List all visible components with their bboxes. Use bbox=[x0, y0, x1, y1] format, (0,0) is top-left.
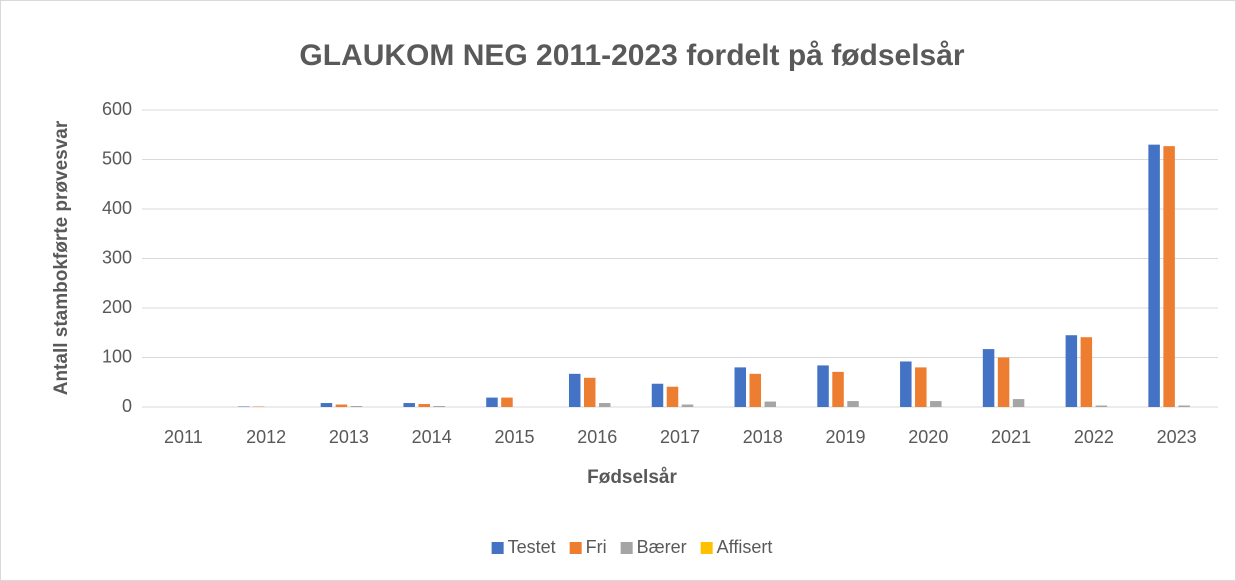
x-tick-label: 2017 bbox=[660, 427, 700, 447]
x-tick-label: 2020 bbox=[908, 427, 948, 447]
bar bbox=[418, 404, 430, 407]
legend-swatch bbox=[700, 542, 713, 554]
bar bbox=[1012, 399, 1025, 407]
bar bbox=[1065, 335, 1078, 407]
bar bbox=[1178, 405, 1190, 407]
bar bbox=[915, 367, 927, 407]
x-tick-label: 2019 bbox=[826, 427, 866, 447]
bar bbox=[1080, 337, 1093, 407]
bar bbox=[1095, 405, 1108, 407]
y-tick-label: 100 bbox=[102, 346, 132, 366]
x-tick-label: 2012 bbox=[246, 427, 286, 447]
y-axis-label: Antall stambokførte prøvesvar bbox=[51, 120, 72, 395]
x-tick-label: 2021 bbox=[991, 427, 1031, 447]
bar bbox=[1163, 146, 1175, 407]
y-tick-label: 500 bbox=[102, 148, 132, 168]
bar bbox=[486, 397, 498, 407]
bar bbox=[734, 367, 747, 407]
x-tick-label: 2013 bbox=[329, 427, 369, 447]
bar bbox=[568, 373, 581, 407]
bar bbox=[335, 404, 348, 407]
x-tick-label: 2023 bbox=[1157, 427, 1197, 447]
bar bbox=[681, 404, 694, 407]
bar bbox=[982, 349, 995, 407]
bar bbox=[583, 377, 596, 407]
x-axis-label: Fødselsår bbox=[587, 467, 677, 488]
legend-swatch bbox=[491, 542, 504, 554]
bar bbox=[1148, 144, 1160, 407]
bar bbox=[433, 406, 445, 407]
bar bbox=[847, 401, 859, 407]
x-tick-label: 2018 bbox=[743, 427, 783, 447]
y-tick-label: 600 bbox=[102, 99, 132, 119]
y-tick-label: 400 bbox=[102, 198, 132, 218]
bar bbox=[749, 373, 762, 407]
x-tick-label: 2016 bbox=[577, 427, 617, 447]
bar bbox=[501, 397, 513, 407]
y-tick-label: 200 bbox=[102, 297, 132, 317]
bar bbox=[598, 403, 611, 407]
bar bbox=[997, 357, 1010, 407]
y-tick-label: 300 bbox=[102, 247, 132, 267]
bar bbox=[403, 403, 415, 407]
legend-label: Affisert bbox=[717, 537, 773, 557]
bar bbox=[350, 406, 363, 407]
legend-swatch bbox=[620, 542, 633, 554]
legend-label: Testet bbox=[508, 537, 556, 557]
legend-label: Fri bbox=[586, 537, 607, 557]
bar bbox=[320, 403, 333, 407]
x-tick-label: 2022 bbox=[1074, 427, 1114, 447]
bar bbox=[930, 401, 942, 407]
chart-title: GLAUKOM NEG 2011-2023 fordelt på fødsels… bbox=[299, 39, 965, 72]
legend-label: Bærer bbox=[637, 537, 687, 557]
bar bbox=[900, 361, 912, 407]
bar bbox=[817, 365, 829, 407]
x-tick-label: 2014 bbox=[412, 427, 452, 447]
bar bbox=[666, 386, 679, 407]
bar bbox=[651, 383, 664, 407]
bar bbox=[764, 401, 777, 407]
bar bbox=[832, 371, 844, 407]
y-tick-label: 0 bbox=[122, 396, 132, 416]
x-tick-label: 2015 bbox=[494, 427, 534, 447]
x-tick-label: 2011 bbox=[164, 427, 203, 447]
legend-swatch bbox=[569, 542, 582, 554]
